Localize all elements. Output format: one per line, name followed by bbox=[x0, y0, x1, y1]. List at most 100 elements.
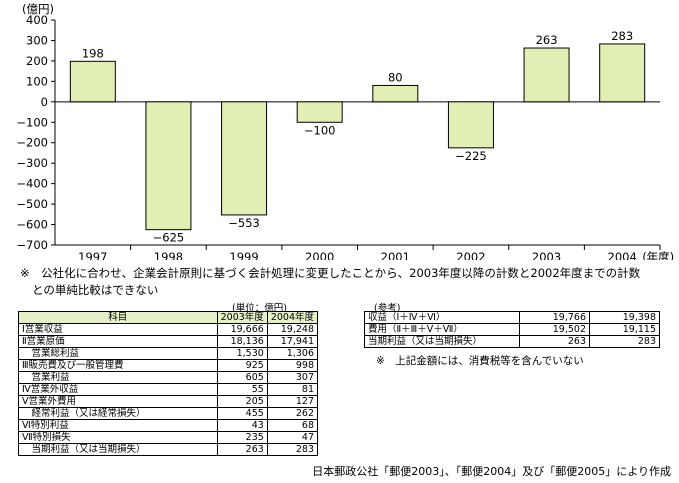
cell-2004: 81 bbox=[266, 383, 319, 396]
row-label: 当期利益（又は当期損失） bbox=[18, 443, 218, 456]
value-label-1999: −553 bbox=[228, 216, 260, 230]
x-tick-label-1998: 1998 bbox=[154, 250, 183, 260]
bar-2002 bbox=[447, 101, 494, 149]
cell-2004: 1,306 bbox=[266, 347, 319, 360]
cell-2004: 307 bbox=[266, 371, 319, 384]
cell-2003: 19,666 bbox=[216, 323, 268, 336]
y-tick-label: 300 bbox=[26, 33, 48, 47]
y-tick-label: −700 bbox=[16, 238, 48, 252]
income-statement-table: 科目 2003年度 2004年度 Ⅰ営業収益 19,666 19,248 Ⅱ営業原価 1… bbox=[18, 311, 319, 456]
cell-2003: 205 bbox=[216, 395, 268, 408]
y-tick-label: −100 bbox=[16, 115, 48, 129]
cell-2003: 263 bbox=[216, 443, 268, 456]
table-row: 経常利益（又は経常損失） 455 262 bbox=[18, 407, 319, 420]
reference-row: 当期利益（又は当期損失） 263 283 bbox=[364, 335, 660, 348]
cell-2003: 19,502 bbox=[519, 323, 590, 336]
bar-2004 bbox=[599, 43, 646, 103]
cell-2004: 262 bbox=[266, 407, 319, 420]
row-label: 経常利益（又は経常損失） bbox=[18, 407, 218, 420]
cell-2003: 455 bbox=[216, 407, 268, 420]
row-label: Ⅲ販売費及び一般管理費 bbox=[18, 359, 218, 372]
x-axis-suffix: (年度) bbox=[642, 250, 674, 260]
x-tick-label-2000: 2000 bbox=[305, 250, 334, 260]
chart-note: ※ 公社化に合わせ、企業会計原則に基づく会計処理に変更したことから、2003年度… bbox=[20, 265, 640, 299]
table-row: Ⅵ特別利益 43 68 bbox=[18, 419, 319, 432]
x-tick-label-2003: 2003 bbox=[532, 250, 561, 260]
reference-note: ※ 上記金額には、消費税等を含んでいない bbox=[376, 355, 584, 367]
y-tick-label: −600 bbox=[16, 218, 48, 232]
cell-2004: 19,248 bbox=[266, 323, 319, 336]
bar-2001 bbox=[372, 84, 419, 103]
cell-2003: 55 bbox=[216, 383, 268, 396]
bar-1999 bbox=[221, 101, 268, 216]
value-label-2000: −100 bbox=[304, 123, 336, 137]
cell-2004: 283 bbox=[589, 335, 660, 348]
y-tick-label: 200 bbox=[26, 54, 48, 68]
row-label: Ⅰ営業収益 bbox=[18, 323, 218, 336]
cell-2003: 263 bbox=[519, 335, 590, 348]
row-label: 費用（Ⅱ＋Ⅲ＋Ⅴ＋Ⅶ） bbox=[364, 323, 520, 336]
cell-2004: 19,398 bbox=[589, 311, 660, 324]
row-label: Ⅱ営業原価 bbox=[18, 335, 218, 348]
header-2004: 2004年度 bbox=[266, 311, 319, 324]
header-item: 科目 bbox=[18, 311, 218, 324]
y-tick-label: −200 bbox=[16, 136, 48, 150]
table-header-row: 科目 2003年度 2004年度 bbox=[18, 311, 319, 324]
x-tick-label-1999: 1999 bbox=[229, 250, 258, 260]
table-row: Ⅰ営業収益 19,666 19,248 bbox=[18, 323, 319, 336]
cell-2003: 19,766 bbox=[519, 311, 590, 324]
cell-2003: 235 bbox=[216, 431, 268, 444]
y-tick-label: 0 bbox=[41, 95, 48, 109]
row-label: Ⅴ営業外費用 bbox=[18, 395, 218, 408]
bar-2003 bbox=[523, 47, 570, 103]
row-label: Ⅵ特別利益 bbox=[18, 419, 218, 432]
x-tick-label-2004: 2004 bbox=[608, 250, 637, 260]
chart-note-line-1: ※ 公社化に合わせ、企業会計原則に基づく会計処理に変更したことから、2003年度… bbox=[20, 266, 641, 280]
bar-2000 bbox=[296, 101, 343, 123]
cell-2004: 17,941 bbox=[266, 335, 319, 348]
value-label-1998: −625 bbox=[153, 231, 185, 245]
bar-1997 bbox=[69, 60, 116, 103]
chart-note-line-2: との単純比較はできない bbox=[32, 283, 159, 297]
cell-2004: 127 bbox=[266, 395, 319, 408]
value-label-2003: 263 bbox=[536, 33, 558, 47]
value-label-2002: −225 bbox=[455, 149, 487, 163]
cell-2003: 18,136 bbox=[216, 335, 268, 348]
row-label: 収益（Ⅰ＋Ⅳ＋Ⅵ） bbox=[364, 311, 520, 324]
y-tick-label: 400 bbox=[26, 13, 48, 27]
value-label-2001: 80 bbox=[388, 70, 403, 84]
axes: 400 300 200 100 0 −100 −200 −300 −400 −500 −600 −70… bbox=[16, 13, 674, 260]
header-2003: 2003年度 bbox=[216, 311, 268, 324]
y-tick-label: 100 bbox=[26, 74, 48, 88]
table-row: 営業利益 605 307 bbox=[18, 371, 319, 384]
table-row: Ⅲ販売費及び一般管理費 925 998 bbox=[18, 359, 319, 372]
cell-2003: 925 bbox=[216, 359, 268, 372]
source-note: 日本郵政公社「郵便2003」、「郵便2004」及び「郵便2005」により作成 bbox=[312, 465, 671, 478]
table-row: 営業総利益 1,530 1,306 bbox=[18, 347, 319, 360]
reference-row: 収益（Ⅰ＋Ⅳ＋Ⅵ） 19,766 19,398 bbox=[364, 311, 660, 324]
row-label: 営業総利益 bbox=[18, 347, 218, 360]
reference-table: 収益（Ⅰ＋Ⅳ＋Ⅵ） 19,766 19,398 費用（Ⅱ＋Ⅲ＋Ⅴ＋Ⅶ） 19,502 19… bbox=[364, 311, 660, 348]
y-tick-label: −500 bbox=[16, 197, 48, 211]
reference-row: 費用（Ⅱ＋Ⅲ＋Ⅴ＋Ⅶ） 19,502 19,115 bbox=[364, 323, 660, 336]
y-axis-unit: (億円) bbox=[22, 2, 54, 16]
table-row: Ⅱ営業原価 18,136 17,941 bbox=[18, 335, 319, 348]
value-label-2004: 283 bbox=[611, 29, 633, 43]
y-tick-label: −400 bbox=[16, 177, 48, 191]
row-label: Ⅳ営業外収益 bbox=[18, 383, 218, 396]
cell-2004: 283 bbox=[266, 443, 319, 456]
x-tick-label-2002: 2002 bbox=[456, 250, 485, 260]
cell-2003: 1,530 bbox=[216, 347, 268, 360]
left-table-unit: (単位：億円) bbox=[232, 303, 287, 314]
cell-2004: 47 bbox=[266, 431, 319, 444]
cell-2004: 68 bbox=[266, 419, 319, 432]
table-row: Ⅶ特別損失 235 47 bbox=[18, 431, 319, 444]
y-tick-label: −300 bbox=[16, 156, 48, 170]
row-label: Ⅶ特別損失 bbox=[18, 431, 218, 444]
reference-table-title: (参考) bbox=[374, 303, 401, 314]
x-tick-label-2001: 2001 bbox=[381, 250, 410, 260]
row-label: 営業利益 bbox=[18, 371, 218, 384]
table-row: Ⅴ営業外費用 205 127 bbox=[18, 395, 319, 408]
cell-2003: 605 bbox=[216, 371, 268, 384]
table-row: 当期利益（又は当期損失） 263 283 bbox=[18, 443, 319, 456]
